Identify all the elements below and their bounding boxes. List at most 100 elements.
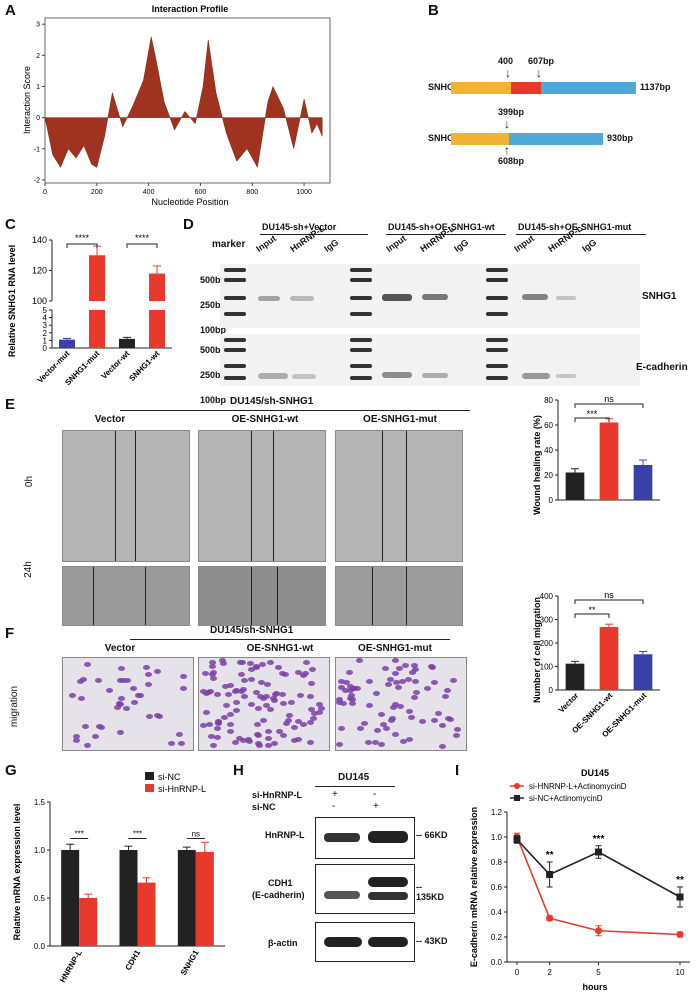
cell-dot bbox=[167, 741, 175, 747]
gel-band bbox=[556, 296, 576, 300]
cell-dot bbox=[336, 699, 344, 705]
c-bar bbox=[89, 255, 105, 301]
size-250: 250bp bbox=[200, 300, 227, 310]
cell-dot bbox=[449, 677, 457, 683]
a-xtick-label: 600 bbox=[195, 189, 207, 196]
cell-dot bbox=[392, 671, 400, 677]
cell-dot bbox=[347, 696, 355, 702]
cell-dot bbox=[309, 716, 317, 722]
a-ytick-label: 0 bbox=[36, 115, 40, 122]
panel-label-i: I bbox=[455, 762, 460, 779]
cell-dot bbox=[345, 670, 353, 676]
gel-band bbox=[382, 294, 412, 301]
cell-dot bbox=[264, 735, 272, 741]
cell-dot bbox=[302, 660, 310, 666]
g-bar bbox=[119, 850, 138, 946]
panel-e-charts: Wound healing rate (%) Number of cell mi… bbox=[532, 394, 660, 739]
panel-c-ylabel: Relative SNHG1 RNA level bbox=[7, 245, 17, 357]
g-xtick-label: SNHG1 bbox=[179, 948, 201, 977]
arrow-down-icon: ↓ bbox=[504, 117, 510, 131]
h-r1-c2: - bbox=[373, 789, 377, 800]
wound-24h-wt bbox=[198, 566, 326, 626]
i-ytick-label: 0.2 bbox=[491, 933, 503, 942]
h-r1-c1: + bbox=[332, 789, 338, 800]
i-title: DU145 bbox=[581, 768, 609, 778]
c-ytick-label: 120 bbox=[32, 266, 47, 276]
cell-dot bbox=[431, 717, 439, 723]
cell-dot bbox=[122, 706, 130, 712]
c-ytick-label: 4 bbox=[43, 314, 48, 323]
panel-e-header: DU145/sh-SNHG1 bbox=[230, 396, 314, 407]
cell-dot bbox=[81, 724, 89, 730]
marker-label: marker bbox=[212, 239, 246, 250]
cell-dot bbox=[238, 671, 246, 677]
cell-dot bbox=[388, 718, 396, 724]
cell-dot bbox=[153, 669, 161, 675]
cell-dot bbox=[366, 678, 374, 684]
panel-h: DU145 si-HnRNP-L si-NC + - - + HnRNP-L C… bbox=[240, 762, 450, 996]
cell-dot bbox=[144, 671, 152, 677]
cell-dot bbox=[123, 678, 131, 684]
panel-label-c: C bbox=[5, 216, 16, 233]
cell-dot bbox=[136, 692, 144, 698]
cell-dot bbox=[382, 665, 390, 671]
gel-band bbox=[350, 278, 372, 282]
panel-label-f: F bbox=[5, 625, 15, 642]
cell-dot bbox=[233, 699, 241, 705]
i-series-line bbox=[516, 836, 681, 936]
cell-dot bbox=[300, 673, 308, 679]
cell-dot bbox=[279, 700, 287, 706]
sig: *** bbox=[587, 409, 598, 419]
wound-ylabel: Wound healing rate (%) bbox=[532, 415, 542, 515]
cell-dot bbox=[239, 660, 247, 666]
ytick-label: 40 bbox=[544, 446, 553, 455]
cell-dot bbox=[72, 737, 80, 743]
lane-label: Input bbox=[512, 233, 537, 254]
gel-band bbox=[486, 268, 508, 272]
cell-dot bbox=[240, 693, 248, 699]
gel-band bbox=[224, 278, 246, 282]
cell-dot bbox=[378, 742, 386, 748]
panel-b-schematic: SNHG1-wt 1137bp 400 ↓ 607bp ↓ SNHG1-mut … bbox=[428, 30, 698, 180]
i-xtick-label: 5 bbox=[596, 968, 601, 977]
cell-dot bbox=[114, 705, 122, 711]
cell-dot bbox=[232, 708, 240, 714]
cell-dot bbox=[208, 659, 216, 665]
g-ytick-label: 0.0 bbox=[34, 942, 46, 951]
cell-dot bbox=[231, 740, 239, 746]
gel-band bbox=[224, 338, 246, 342]
i-sig: ** bbox=[546, 850, 554, 861]
cell-dot bbox=[372, 691, 380, 697]
size-100: 100bp bbox=[200, 395, 227, 405]
h-row-sihnrnp: si-HnRNP-L bbox=[252, 790, 302, 800]
i-point bbox=[676, 893, 684, 901]
panel-label-b: B bbox=[428, 2, 439, 19]
g-sig: *** bbox=[133, 829, 142, 838]
i-ytick-label: 0.6 bbox=[491, 883, 503, 892]
cell-dot bbox=[201, 671, 209, 677]
cell-dot bbox=[227, 683, 235, 689]
cell-dot bbox=[400, 739, 408, 745]
gel-band bbox=[422, 373, 448, 378]
ytick-label: 0 bbox=[549, 686, 554, 695]
cell-dot bbox=[306, 720, 314, 726]
f-col-vector: Vector bbox=[104, 643, 136, 654]
cell-dot bbox=[392, 732, 400, 738]
a-xtick-label: 1000 bbox=[296, 189, 312, 196]
c-bar bbox=[59, 339, 75, 348]
panel-a-ylabel: Interaction Score bbox=[22, 66, 32, 134]
cell-dot bbox=[264, 729, 272, 735]
ytick-label: 0 bbox=[549, 496, 554, 505]
cell-dot bbox=[396, 703, 404, 709]
col-oe-mut: OE-SNHG1-mut bbox=[363, 414, 437, 425]
transwell-mut bbox=[335, 657, 467, 751]
a-ytick-label: -1 bbox=[34, 146, 40, 153]
cell-dot bbox=[92, 734, 100, 740]
h-r2-c1: - bbox=[332, 801, 336, 812]
cell-dot bbox=[439, 722, 447, 728]
cell-dot bbox=[411, 679, 419, 685]
gel-band bbox=[486, 338, 508, 342]
legend-swatch-sihnrnp bbox=[145, 784, 154, 792]
panel-label-e: E bbox=[5, 396, 16, 413]
c-xtick-label: SNHG1-wt bbox=[127, 349, 161, 383]
